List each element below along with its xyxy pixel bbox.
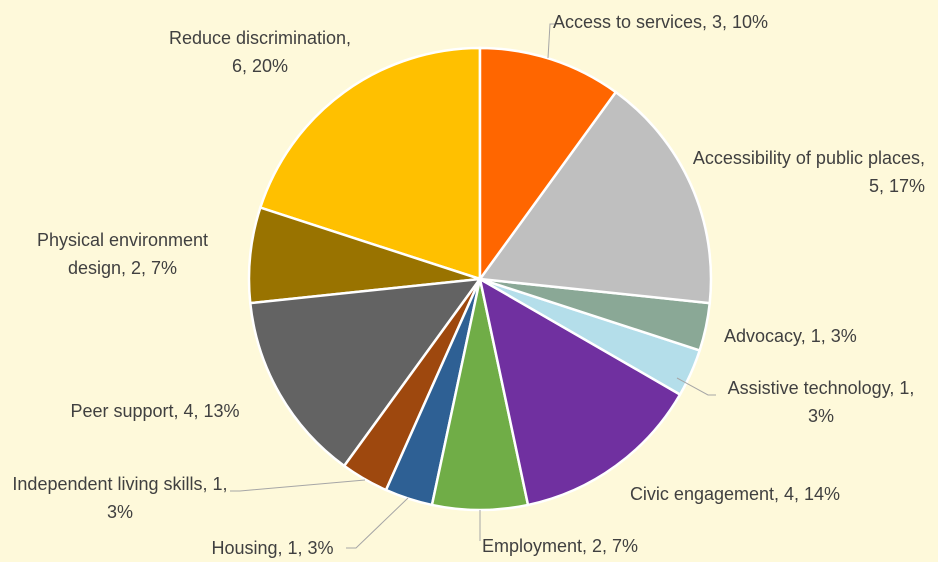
pie-slice <box>248 277 483 468</box>
leader-line <box>676 377 716 396</box>
data-label: Access to services, 3, 10% <box>552 12 769 32</box>
leader-line <box>230 479 366 492</box>
pie-slice <box>477 90 713 305</box>
leader-line <box>346 497 409 549</box>
pie-slice <box>478 276 682 507</box>
data-label: Advocacy, 1, 3% <box>724 326 857 346</box>
data-label: Civic engagement, 4, 14% <box>629 484 841 504</box>
data-label: Independent living skills, 1, 3% <box>12 474 228 522</box>
data-label: Reduce discrimination, 6, 20% <box>168 28 352 76</box>
data-label: Employment, 2, 7% <box>481 536 639 556</box>
data-label: Peer support, 4, 13% <box>70 401 240 421</box>
pie-slice <box>258 46 482 281</box>
pie-slice <box>478 46 618 283</box>
data-label: Accessibility of public places, 5, 17% <box>692 148 925 196</box>
data-label: Physical environment design, 2, 7% <box>36 230 209 278</box>
data-label: Housing, 1, 3% <box>211 538 334 558</box>
data-label: Assistive technology, 1, 3% <box>727 378 915 426</box>
leader-lines <box>230 23 716 549</box>
leader-line <box>547 23 555 59</box>
